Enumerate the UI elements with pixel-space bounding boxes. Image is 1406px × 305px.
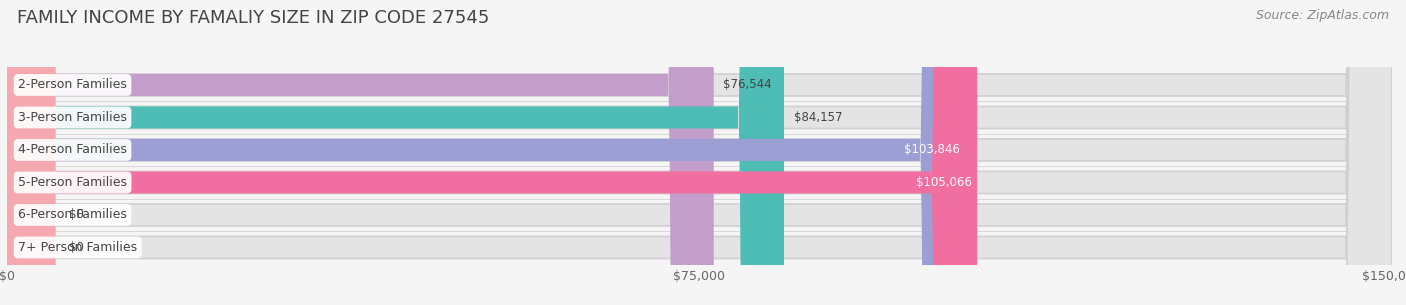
- Text: FAMILY INCOME BY FAMALIY SIZE IN ZIP CODE 27545: FAMILY INCOME BY FAMALIY SIZE IN ZIP COD…: [17, 9, 489, 27]
- FancyBboxPatch shape: [7, 0, 1392, 305]
- FancyBboxPatch shape: [7, 0, 1392, 305]
- Text: 4-Person Families: 4-Person Families: [18, 143, 127, 156]
- Text: $103,846: $103,846: [904, 143, 960, 156]
- Text: 3-Person Families: 3-Person Families: [18, 111, 127, 124]
- Text: $105,066: $105,066: [915, 176, 972, 189]
- FancyBboxPatch shape: [7, 0, 1392, 305]
- Text: $0: $0: [69, 209, 84, 221]
- Text: 5-Person Families: 5-Person Families: [18, 176, 127, 189]
- FancyBboxPatch shape: [7, 0, 1392, 305]
- Text: 2-Person Families: 2-Person Families: [18, 78, 127, 92]
- FancyBboxPatch shape: [7, 0, 977, 305]
- Text: $76,544: $76,544: [724, 78, 772, 92]
- FancyBboxPatch shape: [7, 0, 1392, 305]
- Text: $0: $0: [69, 241, 84, 254]
- Text: Source: ZipAtlas.com: Source: ZipAtlas.com: [1256, 9, 1389, 22]
- Text: 6-Person Families: 6-Person Families: [18, 209, 127, 221]
- FancyBboxPatch shape: [7, 0, 55, 305]
- FancyBboxPatch shape: [7, 0, 966, 305]
- FancyBboxPatch shape: [7, 0, 785, 305]
- FancyBboxPatch shape: [7, 0, 55, 305]
- Text: $84,157: $84,157: [794, 111, 842, 124]
- Text: 7+ Person Families: 7+ Person Families: [18, 241, 138, 254]
- FancyBboxPatch shape: [7, 0, 1392, 305]
- FancyBboxPatch shape: [7, 0, 714, 305]
